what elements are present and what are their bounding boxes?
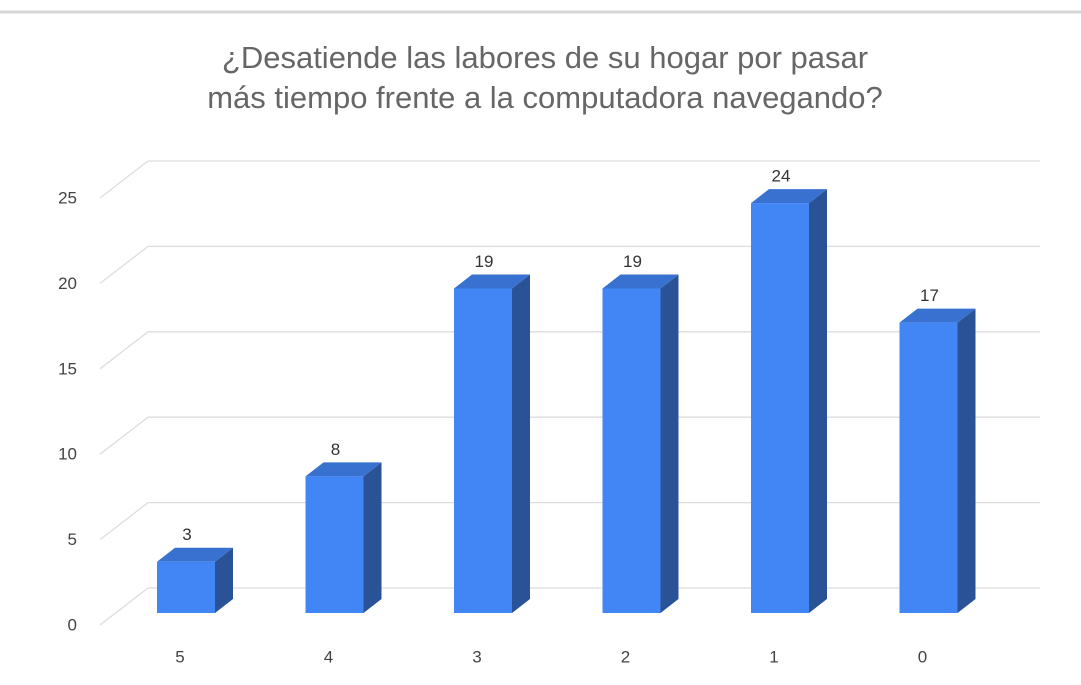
x-tick-label: 5 [175,647,184,666]
x-tick-label: 4 [324,647,333,666]
bar-top [899,308,976,323]
grid-line [99,245,1040,284]
data-label: 19 [623,252,642,271]
bar-top [305,462,382,477]
bar [454,288,512,613]
bar-side [215,547,233,613]
chart-title-line: ¿Desatiende las labores de su hogar por … [222,40,868,75]
data-label: 3 [182,525,191,544]
x-tick-label: 1 [769,647,778,666]
grid-line [99,501,1040,541]
bar [602,288,661,613]
grid-line [99,331,1040,370]
chart-title-line: más tiempo frente a la computadora naveg… [207,80,883,115]
y-tick-label: 15 [58,359,77,378]
grid-line [99,160,1040,199]
bar [305,476,364,613]
x-tick-label: 0 [918,647,927,666]
bar-top [602,274,679,289]
bar-side [512,274,530,613]
bar [899,322,958,613]
data-label: 24 [772,167,791,186]
bar [751,203,809,613]
grid-line [99,416,1040,455]
bar-top [157,547,233,562]
y-tick-label: 0 [68,615,77,634]
x-tick-label: 3 [472,647,481,666]
bar-side [660,274,679,613]
y-tick-label: 10 [58,445,77,464]
bar-top [751,189,827,204]
data-label: 19 [475,252,494,271]
bar [157,561,215,613]
bar-side [809,189,827,613]
bar-side [957,308,976,613]
data-label: 17 [920,286,939,305]
grid-line [99,587,1040,626]
bar-side [363,462,382,613]
data-label: 8 [331,440,340,459]
x-tick-label: 2 [621,647,630,666]
y-tick-label: 5 [68,530,77,549]
y-tick-label: 20 [58,274,77,293]
y-tick-label: 25 [58,188,77,207]
bar-top [454,274,530,289]
